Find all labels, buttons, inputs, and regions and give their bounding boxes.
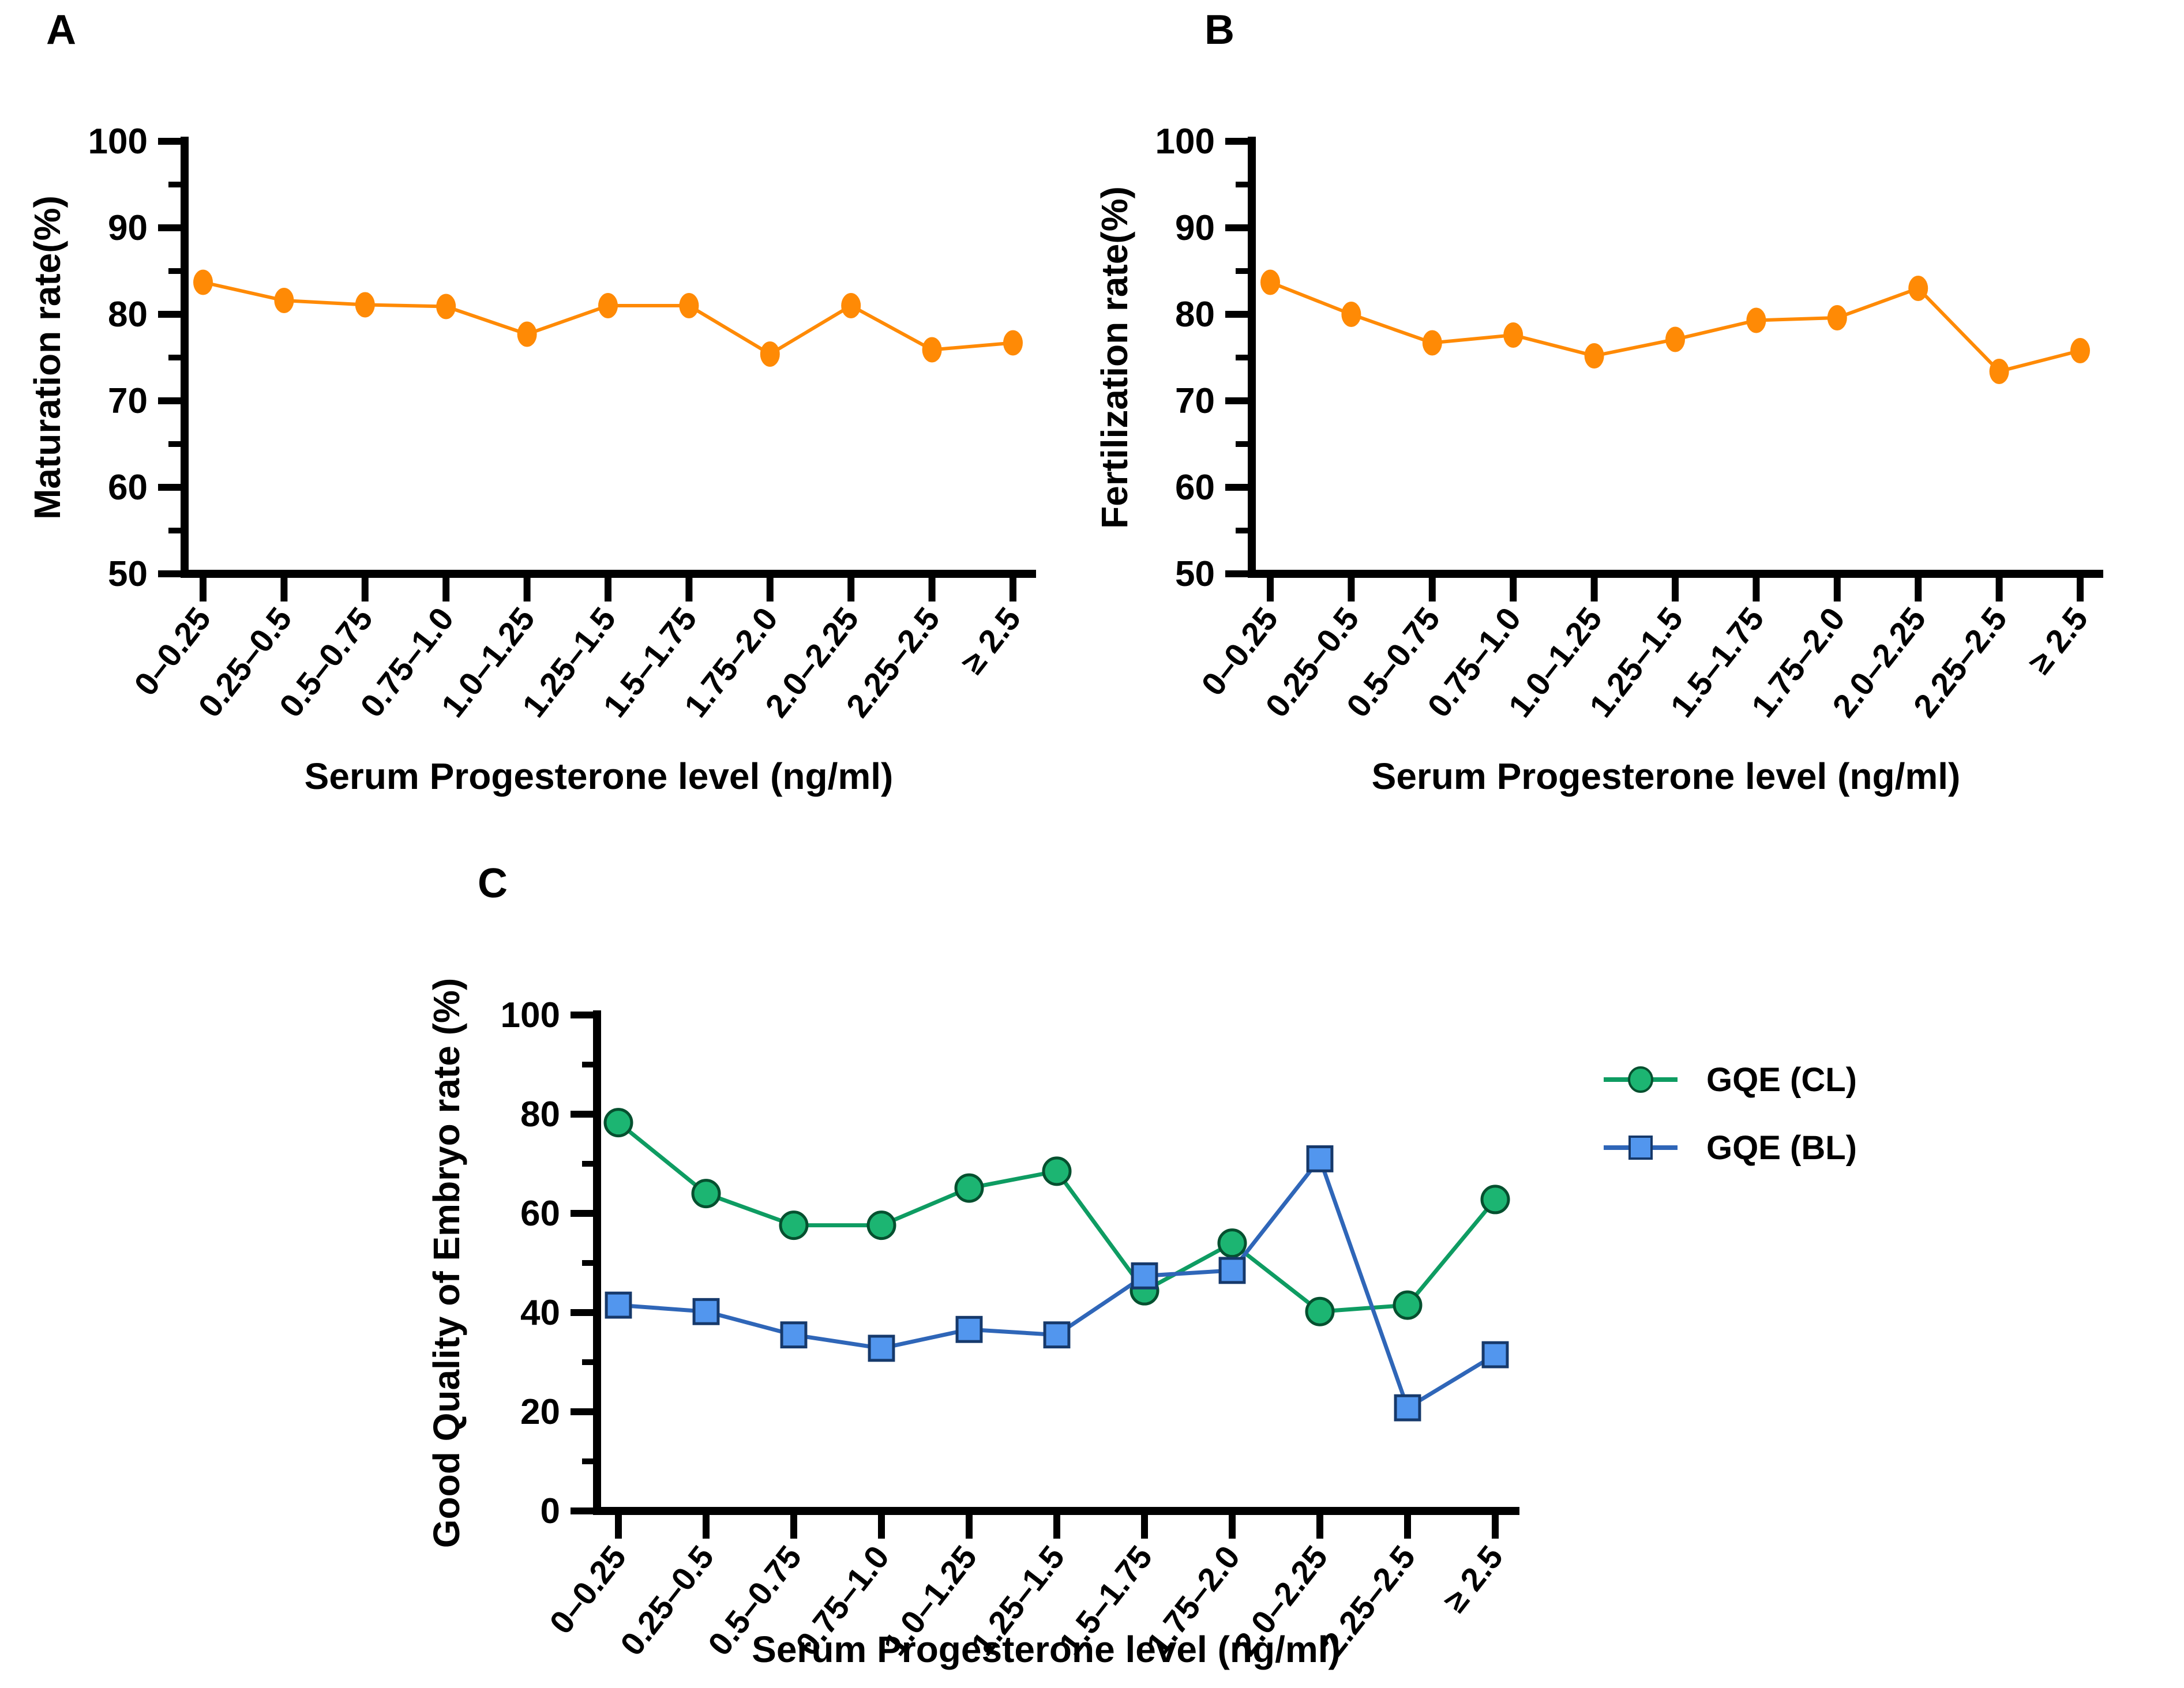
data-point-circle bbox=[1305, 1296, 1335, 1326]
data-point-square bbox=[780, 1321, 808, 1349]
y-tick-label: 100 bbox=[501, 995, 560, 1035]
series-gqe-bl- bbox=[605, 1145, 1509, 1422]
panel-label-b: B bbox=[1204, 7, 1234, 53]
data-point-circle bbox=[1003, 330, 1023, 356]
legend-label: GQE (BL) bbox=[1706, 1129, 1857, 1167]
x-tick-label: ≥ 2.5 bbox=[1436, 1539, 1510, 1619]
data-point-circle bbox=[922, 337, 942, 363]
panel-label-c: C bbox=[478, 860, 508, 907]
plot-area-c: 0204060801000–0.250.25–0.50.5–0.750.75–1… bbox=[426, 978, 1857, 1670]
plot-area-a: 50607080901000–0.250.25–0.50.5–0.750.75–… bbox=[27, 122, 1036, 797]
x-axis-title: Serum Progesterone level (ng/ml) bbox=[1372, 755, 1961, 797]
y-tick-label: 100 bbox=[88, 122, 148, 161]
data-point-square bbox=[955, 1315, 983, 1343]
data-point-circle bbox=[193, 269, 213, 295]
data-point-circle bbox=[1217, 1228, 1247, 1258]
data-point-circle bbox=[1584, 343, 1604, 369]
data-point-circle bbox=[1042, 1156, 1072, 1186]
series-line bbox=[618, 1155, 1496, 1411]
data-point-circle bbox=[954, 1173, 984, 1203]
data-point-circle bbox=[760, 341, 780, 367]
data-point-circle bbox=[517, 321, 537, 347]
data-point-circle bbox=[355, 292, 375, 318]
x-tick-label: ≥ 2.5 bbox=[954, 601, 1028, 681]
y-tick-label: 70 bbox=[108, 381, 148, 421]
data-point-circle bbox=[1908, 276, 1928, 301]
legend-square-marker bbox=[1628, 1136, 1653, 1160]
y-tick-label: 60 bbox=[1175, 468, 1215, 507]
y-axis-title: Good Quality of Embryo rate (%) bbox=[426, 978, 467, 1548]
y-tick-label: 40 bbox=[520, 1293, 560, 1333]
plot-area-b: 50607080901000–0.250.25–0.50.5–0.750.75–… bbox=[1094, 122, 2103, 797]
y-tick-label: 20 bbox=[520, 1392, 560, 1432]
x-tick-label: ≥ 2.5 bbox=[2021, 601, 2095, 681]
data-point-square bbox=[1306, 1145, 1334, 1172]
data-point-circle bbox=[1989, 359, 2009, 384]
data-point-circle bbox=[274, 288, 294, 313]
data-point-circle bbox=[1341, 302, 1361, 327]
data-point-circle bbox=[436, 294, 456, 319]
y-axis-title: Fertilization rate(%) bbox=[1094, 186, 1135, 529]
y-tick-label: 0 bbox=[541, 1491, 560, 1531]
series-maturation-rate bbox=[193, 269, 1023, 367]
chart-panel-c: 0204060801000–0.250.25–0.50.5–0.750.75–1… bbox=[426, 978, 1857, 1670]
data-point-circle bbox=[691, 1179, 721, 1209]
y-tick-label: 60 bbox=[520, 1194, 560, 1234]
data-point-circle bbox=[779, 1210, 809, 1240]
data-point-circle bbox=[603, 1108, 633, 1138]
y-tick-label: 50 bbox=[1175, 554, 1215, 594]
x-tick-label: 0–0.25 bbox=[542, 1539, 633, 1641]
data-point-square bbox=[1131, 1262, 1158, 1290]
data-point-circle bbox=[841, 293, 861, 318]
legend-circle-marker bbox=[1628, 1066, 1653, 1093]
data-point-circle bbox=[1422, 330, 1442, 356]
y-tick-label: 50 bbox=[108, 554, 148, 594]
data-point-circle bbox=[1746, 307, 1766, 333]
chart-panel-a: 50607080901000–0.250.25–0.50.5–0.750.75–… bbox=[27, 122, 1036, 797]
panel-label-a: A bbox=[46, 7, 76, 53]
data-point-square bbox=[1218, 1257, 1246, 1284]
data-point-circle bbox=[1665, 326, 1685, 352]
legend: GQE (CL) GQE (BL) bbox=[1604, 1061, 1857, 1167]
x-tick-label: 0.25–0.5 bbox=[613, 1539, 721, 1663]
y-tick-label: 80 bbox=[520, 1095, 560, 1134]
series-fertilization-rate bbox=[1260, 269, 2090, 384]
y-tick-label: 90 bbox=[1175, 208, 1215, 248]
x-axis-title: Serum Progesterone level (ng/ml) bbox=[752, 1629, 1341, 1670]
legend-label: GQE (CL) bbox=[1706, 1061, 1857, 1099]
legend-item: GQE (CL) bbox=[1604, 1061, 1857, 1099]
data-point-circle bbox=[1393, 1290, 1423, 1320]
y-tick-label: 100 bbox=[1155, 122, 1215, 161]
data-point-square bbox=[1043, 1321, 1071, 1349]
data-point-circle bbox=[2070, 338, 2090, 363]
data-point-circle bbox=[1503, 322, 1523, 348]
data-point-square bbox=[1394, 1394, 1421, 1422]
y-tick-label: 60 bbox=[108, 468, 148, 507]
legend-item: GQE (BL) bbox=[1604, 1129, 1857, 1167]
data-point-square bbox=[605, 1291, 632, 1319]
y-axis-title: Maturation rate(%) bbox=[27, 196, 68, 520]
chart-panel-b: 50607080901000–0.250.25–0.50.5–0.750.75–… bbox=[1094, 122, 2103, 797]
data-point-square bbox=[692, 1298, 720, 1325]
y-tick-label: 80 bbox=[1175, 295, 1215, 334]
y-tick-label: 90 bbox=[108, 208, 148, 248]
data-point-circle bbox=[1260, 269, 1280, 295]
data-point-square bbox=[868, 1334, 895, 1362]
x-axis-title: Serum Progesterone level (ng/ml) bbox=[305, 755, 894, 797]
y-tick-label: 80 bbox=[108, 295, 148, 334]
data-point-circle bbox=[1827, 305, 1847, 330]
data-point-circle bbox=[598, 293, 618, 318]
series-gqe-cl- bbox=[603, 1108, 1510, 1326]
data-point-square bbox=[1481, 1341, 1509, 1369]
data-point-circle bbox=[679, 293, 699, 318]
data-point-circle bbox=[1480, 1185, 1510, 1215]
data-point-circle bbox=[866, 1210, 896, 1240]
y-tick-label: 70 bbox=[1175, 381, 1215, 421]
